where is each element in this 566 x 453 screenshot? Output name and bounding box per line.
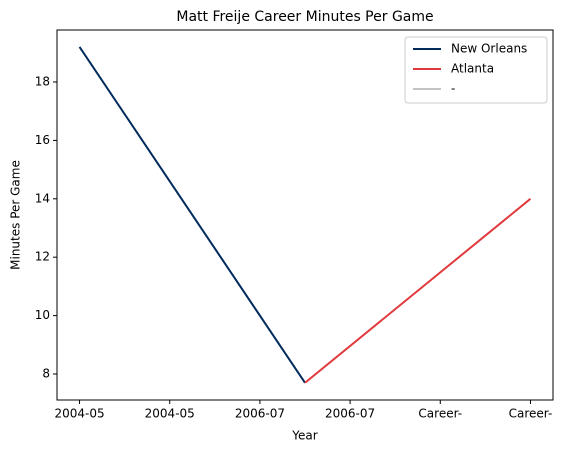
x-tick-label: 2006-07 <box>325 407 375 421</box>
legend-label: New Orleans <box>451 42 527 56</box>
y-tick-label: 18 <box>35 74 50 88</box>
y-tick-label: 14 <box>35 191 50 205</box>
x-tick-label: Career- <box>418 407 462 421</box>
y-axis-label: Minutes Per Game <box>9 160 23 270</box>
series-line <box>304 198 532 384</box>
plot-frame <box>56 29 554 401</box>
y-tick-label: 8 <box>42 367 50 381</box>
x-tick-label: 2004-05 <box>54 407 104 421</box>
y-tick-label: 10 <box>35 308 50 322</box>
x-tick-label: 2006-07 <box>235 407 285 421</box>
series-line <box>78 46 306 384</box>
legend-label: Atlanta <box>451 62 494 76</box>
x-tick-label: Career- <box>509 407 553 421</box>
legend-box <box>404 36 548 104</box>
legend-label: - <box>451 82 455 96</box>
x-tick-label: 2004-05 <box>145 407 195 421</box>
y-tick-label: 12 <box>35 250 50 264</box>
x-axis-label: Year <box>291 429 317 443</box>
y-tick-label: 16 <box>35 133 50 147</box>
chart-title: Matt Freije Career Minutes Per Game <box>176 9 433 25</box>
